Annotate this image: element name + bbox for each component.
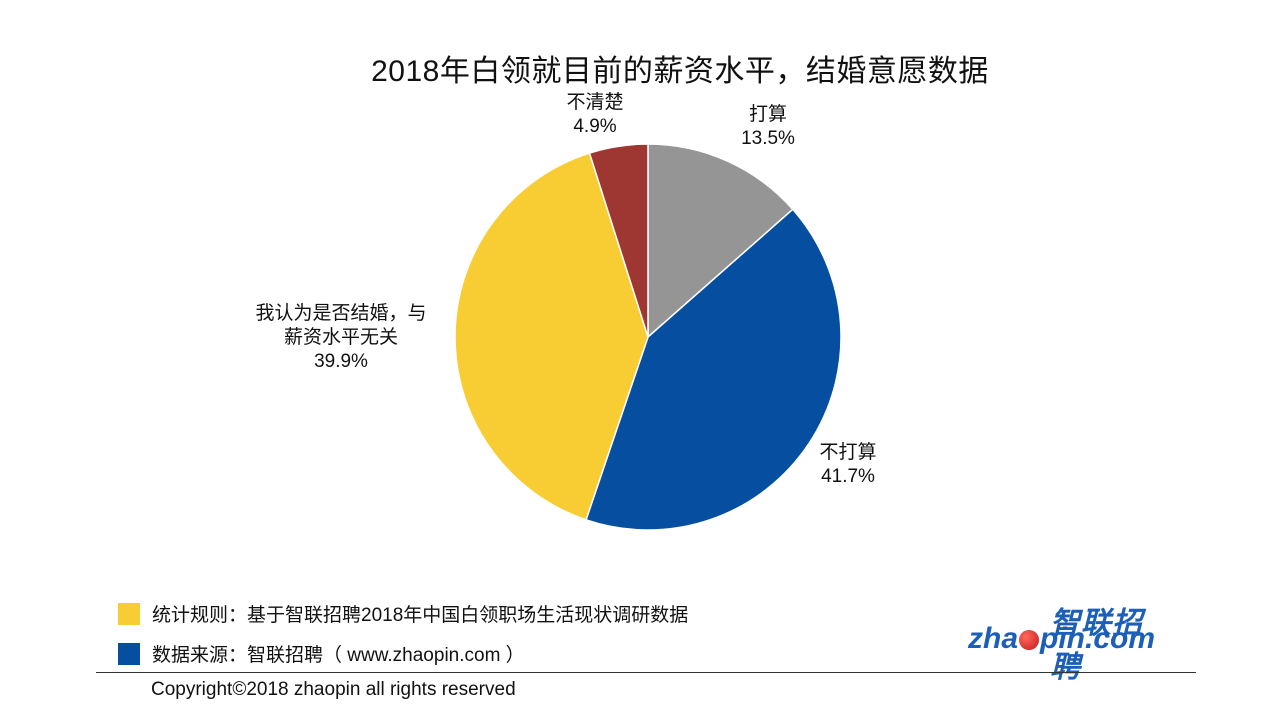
logo-ball-icon [1019, 630, 1040, 651]
logo-chinese: 智联招聘 [1050, 607, 1143, 684]
legend-text-source: 数据来源：智联招聘（ www.zhaopin.com ） [152, 645, 525, 666]
slice-wu-guan-label-line: 我认为是否结婚，与 [255, 303, 427, 324]
slice-bu-da-suan [585, 208, 842, 531]
slice-bu-da-suan-label-line: 不打算 [819, 442, 877, 463]
zhaopin-logo: 智联招聘 zha pin.com [968, 598, 1168, 684]
slice-bu-da-suan-label: 不打算 41.7% [808, 441, 888, 489]
slice-wu-guan [454, 152, 649, 521]
legend-item-rule: 统计规则：基于智联招聘2018年中国白领职场生活现状调研数据 [118, 600, 688, 627]
legend-swatch-source [118, 642, 140, 665]
copyright-text: Copyright©2018 zhaopin all rights reserv… [151, 679, 516, 700]
slice-da-suan-label-line: 打算 [748, 104, 787, 125]
slice-bu-qing-chu-label-line: 不清楚 [566, 92, 624, 113]
slice-bu-qing-chu-label: 不清楚 4.9% [555, 91, 635, 139]
slice-da-suan-label: 打算 13.5% [728, 103, 808, 151]
slice-bu-qing-chu [588, 143, 649, 338]
logo-english-suffix: pin.com [1040, 622, 1156, 655]
slice-wu-guan-value: 39.9% [314, 351, 368, 372]
slice-wu-guan-label: 我认为是否结婚，与 薪资水平无关 39.9% [236, 302, 446, 374]
logo-english: zha pin.com [968, 622, 1155, 656]
slice-bu-qing-chu-value: 4.9% [573, 116, 617, 137]
logo-english-prefix: zha [968, 622, 1019, 655]
legend-item-source: 数据来源：智联招聘（ www.zhaopin.com ） [118, 640, 525, 667]
footer-divider [96, 672, 1196, 673]
slice-da-suan-value: 13.5% [741, 128, 795, 149]
slice-da-suan [647, 143, 794, 339]
legend-swatch-rule [118, 602, 140, 625]
slice-wu-guan-label-line: 薪资水平无关 [283, 327, 398, 348]
legend-text-rule: 统计规则：基于智联招聘2018年中国白领职场生活现状调研数据 [152, 605, 689, 626]
slice-bu-da-suan-value: 41.7% [821, 466, 875, 487]
chart-title: 2018年白领就目前的薪资水平，结婚意愿数据 [371, 55, 989, 88]
